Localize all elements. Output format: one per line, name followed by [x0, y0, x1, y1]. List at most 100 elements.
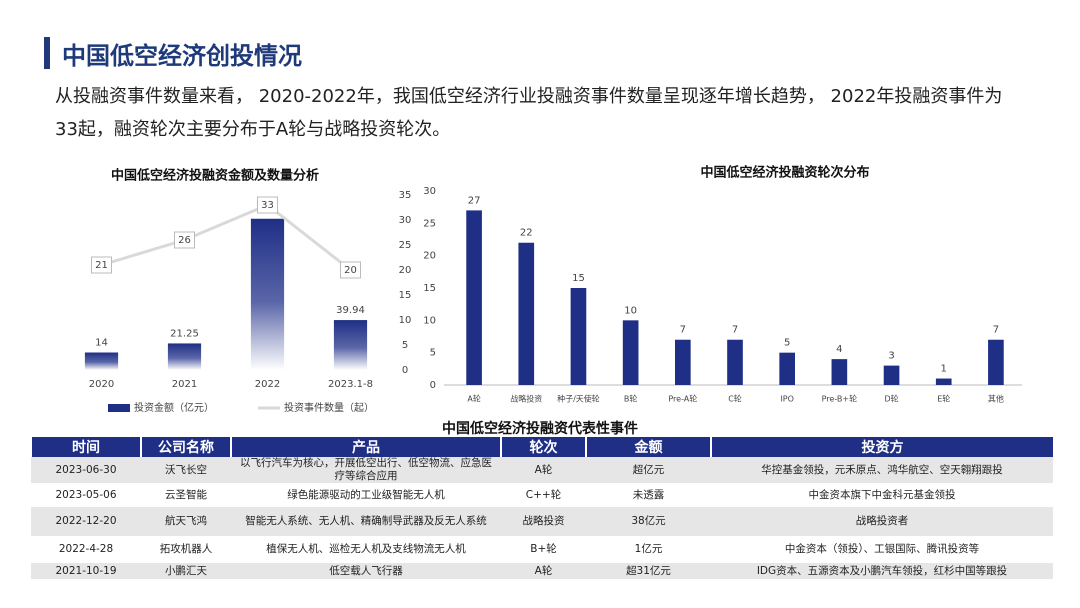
table-title: 中国低空经济投融资代表性事件 — [442, 421, 638, 437]
bar — [333, 320, 368, 370]
bar — [466, 210, 482, 385]
y-tick-label: 30 — [423, 186, 436, 197]
x-tick-label: 2022 — [255, 379, 280, 390]
y2-tick-label: 25 — [399, 240, 412, 251]
chart-title: 中国低空经济投融资金额及数量分析 — [111, 168, 319, 184]
bar — [167, 343, 202, 370]
legend-label: 投资事件数量（起） — [284, 401, 374, 414]
value-label: 1 — [941, 364, 947, 375]
value-label: 7 — [732, 325, 738, 336]
value-label: 7 — [680, 325, 686, 336]
y2-tick-label: 0 — [402, 365, 408, 376]
table-cell: 拓攻机器人 — [159, 543, 213, 555]
bar — [727, 339, 743, 385]
y2-tick-label: 20 — [399, 265, 412, 276]
x-tick-label: E轮 — [937, 394, 950, 404]
value-label: 27 — [468, 195, 481, 206]
table-cell: 航天飞鸿 — [141, 507, 231, 536]
y-tick-label: 25 — [423, 218, 436, 229]
x-tick-label: 其他 — [988, 394, 1004, 404]
value-label: 21.25 — [170, 328, 199, 339]
table-cell: 战略投资者 — [711, 507, 1053, 536]
x-tick-label: D轮 — [884, 394, 898, 404]
x-tick-label: 2020 — [89, 379, 114, 390]
table-cell: IDG资本、五源资本及小鹏汽车领投，红杉中国等跟投 — [711, 563, 1053, 579]
x-tick-label: 种子/天使轮 — [557, 394, 600, 404]
column-header: 轮次 — [500, 437, 586, 457]
bar — [622, 320, 639, 385]
x-tick-label: 战略投资 — [510, 394, 542, 404]
table-cell: C++轮 — [525, 488, 562, 501]
value-label: 26 — [178, 235, 191, 246]
value-label: 39.94 — [336, 305, 365, 316]
y2-tick-label: 30 — [399, 215, 412, 226]
value-label: 33 — [261, 200, 274, 211]
table-cell: B+轮 — [530, 543, 557, 555]
value-label: 20 — [344, 265, 357, 276]
table-cell: 2021-10-19 — [31, 563, 141, 579]
legend-swatch — [108, 404, 130, 412]
bar — [674, 339, 691, 385]
y2-tick-label: 10 — [399, 315, 412, 326]
bar — [779, 352, 796, 385]
x-tick-label: Pre-A轮 — [668, 394, 697, 404]
bar — [250, 218, 285, 370]
table-cell: 2023-05-06 — [55, 488, 117, 501]
table-cell: 未透露 — [632, 488, 665, 501]
table-cell: 超亿元 — [586, 457, 711, 483]
table-cell: 超31亿元 — [586, 563, 711, 579]
value-label: 5 — [784, 338, 790, 349]
x-tick-label: IPO — [780, 395, 793, 404]
table-header: 时间 公司名称 产品 轮次 金额 投资方 — [30, 437, 1053, 457]
bar — [518, 242, 535, 385]
value-label: 14 — [95, 338, 108, 349]
y2-tick-label: 5 — [402, 340, 408, 351]
table-cell: 小鹏汇天 — [141, 563, 231, 579]
chart-title: 中国低空经济投融资轮次分布 — [700, 165, 869, 181]
column-header: 产品 — [230, 437, 501, 457]
table-cell: 中金资本旗下中金科元基金领投 — [808, 488, 956, 501]
y-tick-label: 0 — [430, 380, 436, 391]
value-label: 15 — [572, 273, 585, 284]
bar — [988, 339, 1004, 385]
table-cell: 沃飞长空 — [141, 457, 231, 483]
column-header: 公司名称 — [140, 437, 231, 457]
value-label: 22 — [520, 228, 533, 239]
table-cell: 中金资本（领投）、工银国际、腾讯投资等 — [784, 543, 980, 555]
line-series — [101, 203, 352, 272]
column-header: 金额 — [585, 437, 711, 457]
column-header: 时间 — [30, 437, 141, 457]
x-tick-label: C轮 — [728, 394, 742, 404]
label-box — [174, 231, 195, 249]
table-cell: 以飞行汽车为核心，开展低空出行、低空物流、应急医疗等综合应用 — [231, 457, 501, 483]
table-row: 2021-10-19 小鹏汇天 低空载人飞行器 A轮 超31亿元 IDG资本、五源资本及小… — [31, 563, 1053, 579]
intro-text: 从投融资事件数量来看， 2020-2022年，我国低空经济行业投融资事件数量呈现… — [55, 86, 1003, 140]
table-cell: 2022-12-20 — [31, 507, 141, 536]
y-tick-label: 10 — [423, 315, 436, 326]
table-cell: 智能无人系统、无人机、精确制导武器及反无人系统 — [231, 507, 501, 536]
bar — [883, 365, 900, 385]
table-cell: A轮 — [501, 563, 586, 579]
y-tick-label: 5 — [430, 348, 436, 359]
table-cell: 低空载人飞行器 — [231, 563, 501, 579]
column-header: 投资方 — [710, 437, 1053, 457]
value-label: 4 — [836, 344, 842, 355]
table-row: 2022-12-20 航天飞鸿 智能无人系统、无人机、精确制导武器及反无人系统 战略投… — [31, 507, 1053, 536]
table-cell: 植保无人机、巡检无人机及支线物流无人机 — [266, 543, 466, 555]
table-cell: 1亿元 — [634, 543, 663, 555]
value-label: 3 — [888, 351, 894, 362]
value-label: 10 — [624, 305, 637, 316]
value-label: 21 — [95, 260, 108, 271]
table-cell: 2022-4-28 — [58, 543, 114, 555]
value-label: 7 — [993, 325, 999, 336]
events-table: 时间 公司名称 产品 轮次 金额 投资方 2023-06-30 沃飞长空 以飞行汽车为核心，开… — [30, 437, 1053, 579]
table-cell: 绿色能源驱动的工业级智能无人机 — [287, 488, 445, 501]
bar — [935, 378, 952, 385]
table-cell: A轮 — [501, 457, 586, 483]
table-row: 2023-05-06 云圣智能 绿色能源驱动的工业级智能无人机 C++轮 未透露 中金资本… — [31, 483, 1053, 507]
table-cell: 华控基金领投，元禾原点、鸿华航空、空天翱翔跟投 — [711, 457, 1053, 483]
table-cell: 38亿元 — [586, 507, 711, 536]
y2-tick-label: 35 — [399, 190, 412, 201]
